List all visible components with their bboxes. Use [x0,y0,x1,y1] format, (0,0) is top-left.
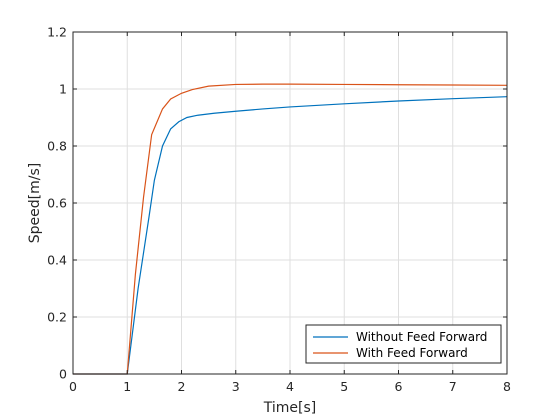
x-tick-label: 0 [69,379,77,394]
y-tick-label: 1.2 [47,25,67,40]
y-tick-label: 0.6 [47,196,67,211]
x-axis-label: Time[s] [263,400,316,416]
series-line-without-feed-forward [73,96,508,375]
series-group [73,83,508,375]
x-tick-label: 8 [503,379,511,394]
x-tick-label: 3 [232,379,240,394]
y-tick-label: 1 [59,82,67,97]
x-tick-label: 6 [395,379,403,394]
y-axis-label: Speed[m/s] [27,163,43,243]
tick-marks [72,31,508,375]
x-tick-label: 1 [123,379,131,394]
x-tick-label: 2 [178,379,186,394]
legend-label-with-feed-forward: With Feed Forward [356,346,468,360]
y-tick-label: 0.4 [47,253,67,268]
legend: Without Feed Forward With Feed Forward [305,324,502,364]
legend-box [305,324,502,364]
legend-label-without-feed-forward: Without Feed Forward [356,330,487,344]
y-tick-label: 0.2 [47,310,67,325]
grid-lines [73,32,507,374]
x-tick-label: 7 [449,379,457,394]
y-tick-label: 0 [59,367,67,382]
x-tick-label: 4 [286,379,294,394]
y-tick-label: 0.8 [47,139,67,154]
series-line-with-feed-forward [73,83,508,375]
y-tick-labels: 0 0.2 0.4 0.6 0.8 1 1.2 [47,25,67,382]
x-tick-label: 5 [340,379,348,394]
x-tick-labels: 0 1 2 3 4 5 6 7 8 [69,379,511,394]
